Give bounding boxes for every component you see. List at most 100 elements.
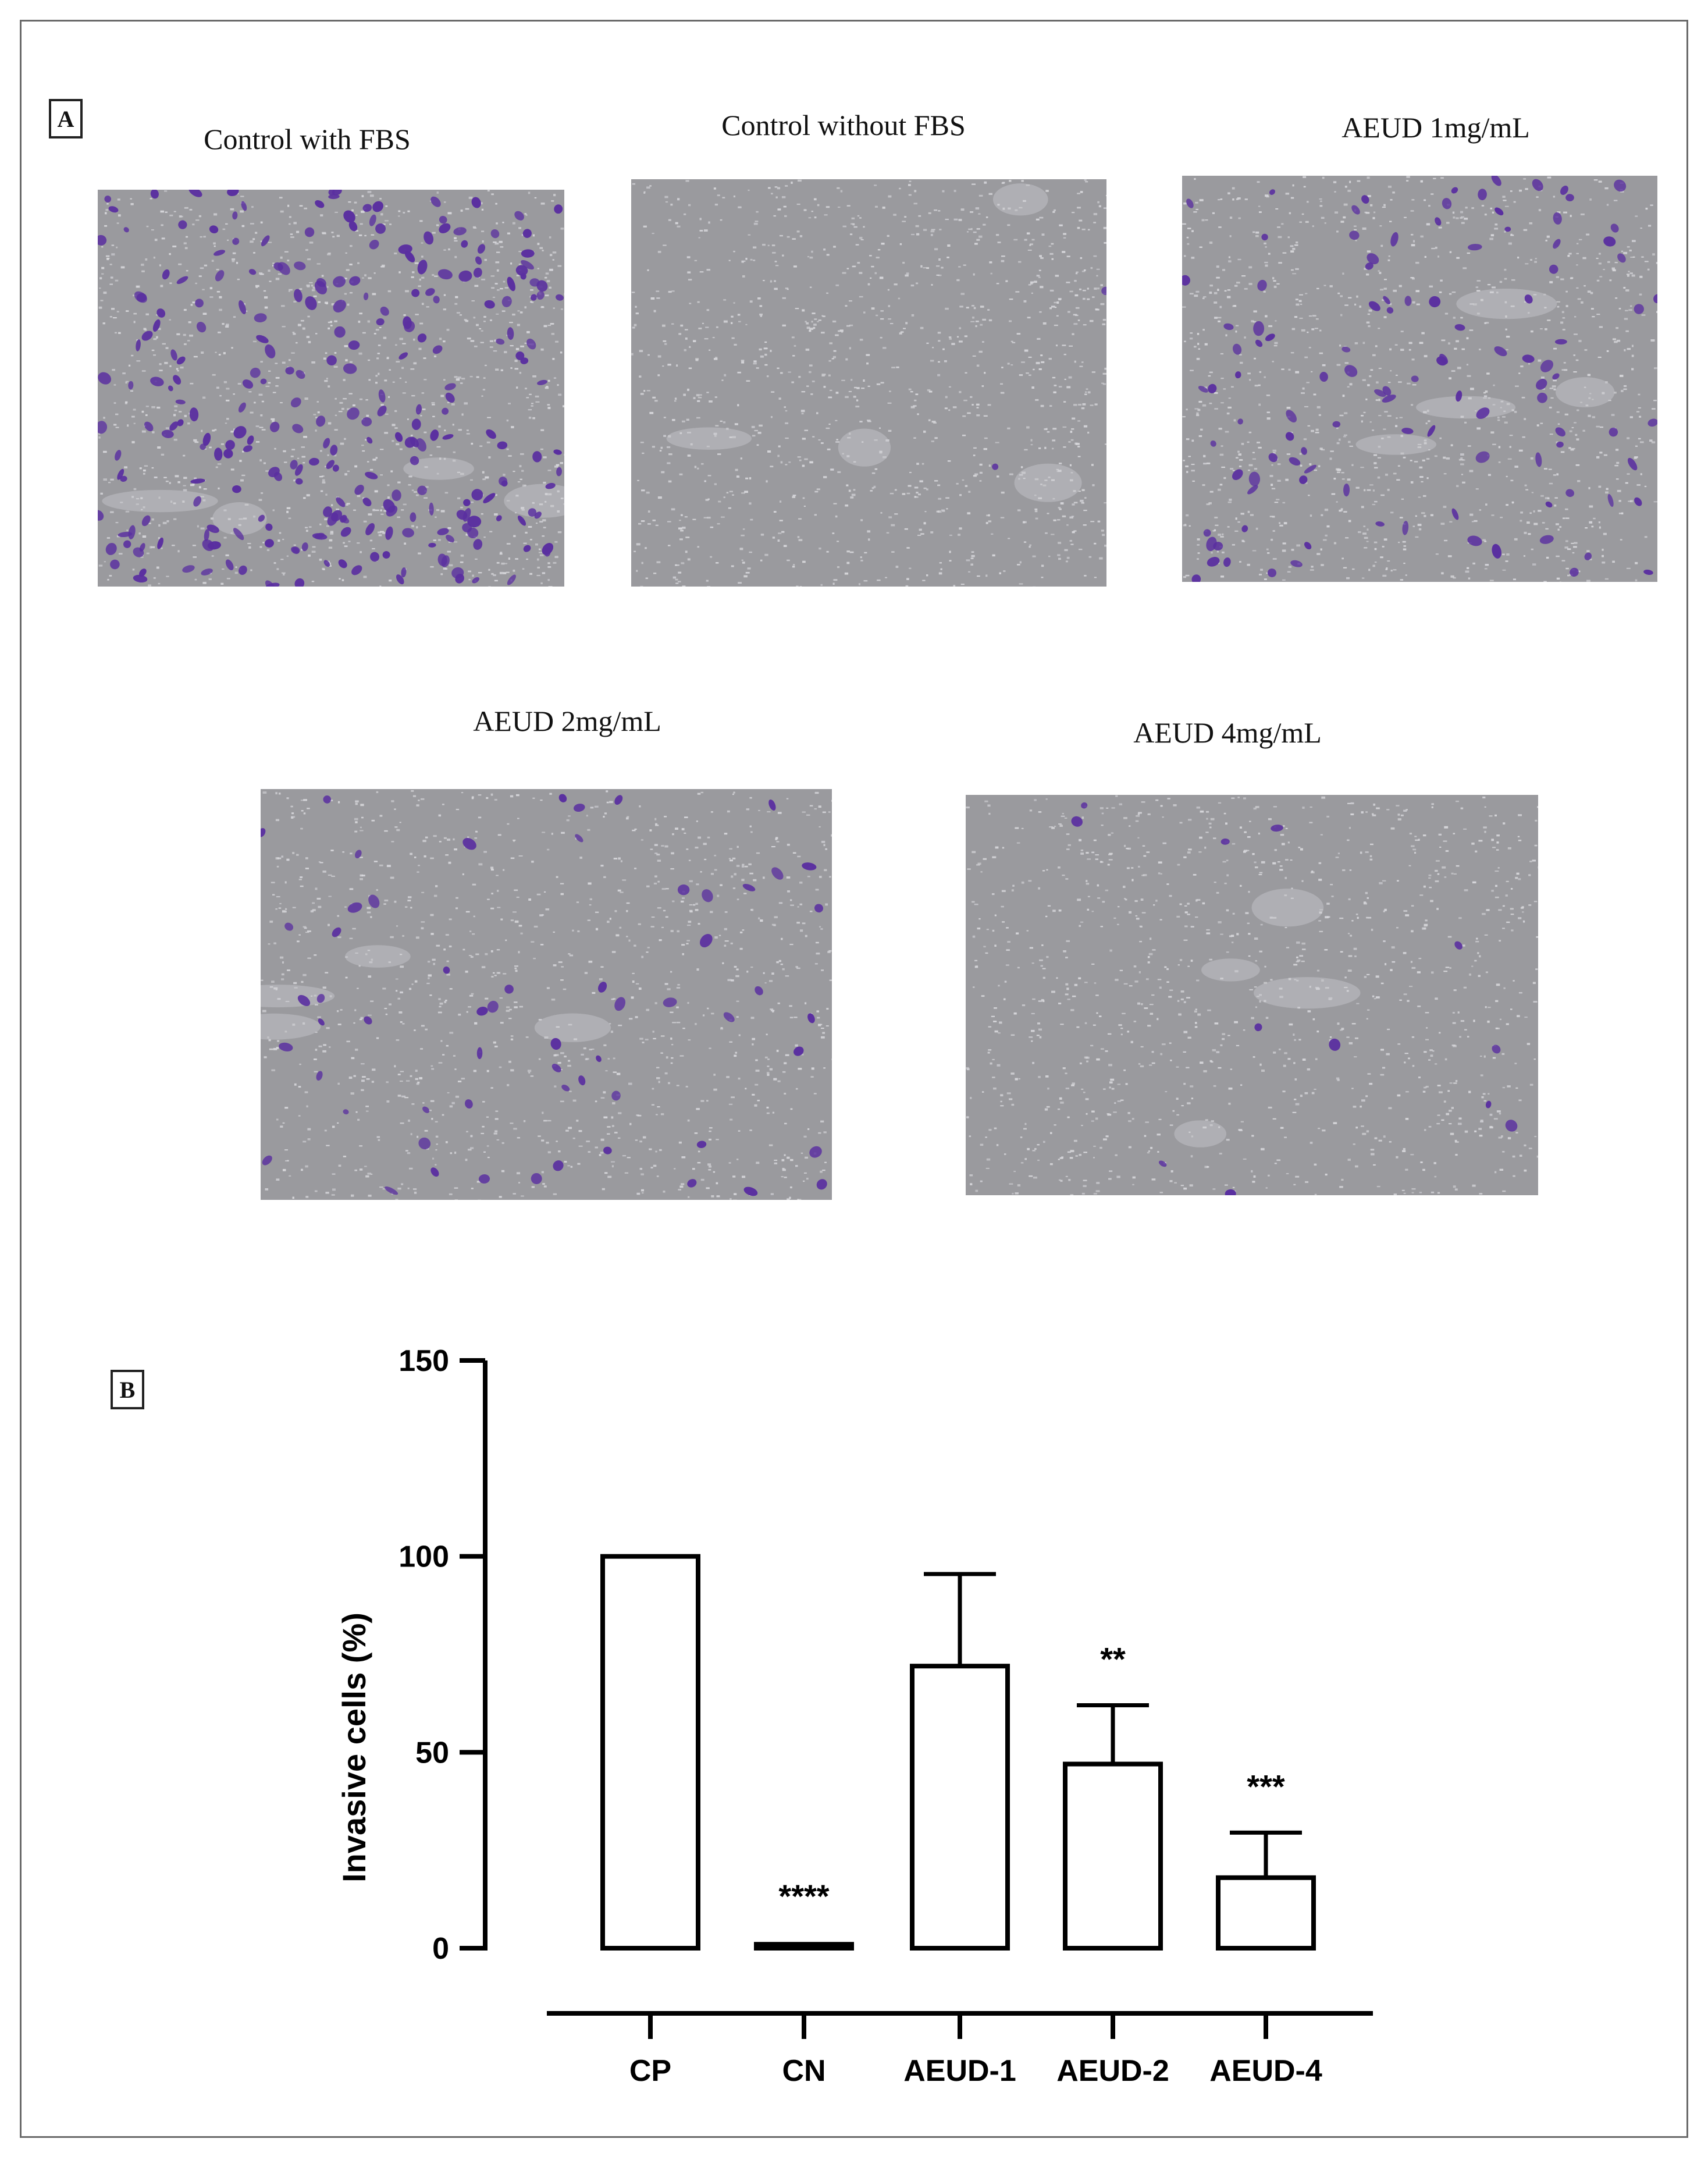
stained-cell — [1535, 452, 1542, 467]
stained-cell — [1610, 223, 1619, 233]
stained-cell — [992, 463, 999, 470]
stained-cell — [98, 372, 112, 385]
stained-cell — [1261, 233, 1268, 241]
stained-cell — [161, 429, 174, 438]
stained-cell — [802, 862, 817, 871]
stained-cell — [1382, 386, 1392, 396]
stained-cell — [429, 502, 434, 516]
stained-cell — [225, 440, 235, 450]
stained-cell — [1532, 179, 1543, 191]
stained-cell — [517, 515, 526, 526]
stained-cell — [340, 516, 350, 524]
stained-cell — [528, 508, 537, 517]
stained-cell — [442, 407, 449, 415]
panel-a-label: A — [49, 99, 83, 138]
stained-cell — [355, 850, 362, 859]
stained-cell — [1332, 421, 1341, 428]
stained-cell — [292, 424, 304, 434]
stained-cell — [1237, 418, 1243, 425]
stained-cell — [1210, 440, 1216, 447]
stained-cell — [529, 278, 540, 287]
stained-cell — [475, 256, 482, 265]
stained-cell — [402, 528, 414, 538]
stained-cell — [1267, 569, 1277, 577]
micrograph-aeud-2 — [261, 789, 832, 1200]
stained-cell — [265, 523, 273, 531]
stained-cell — [465, 1099, 473, 1109]
stained-cell — [173, 375, 182, 385]
micrograph-control-with-fbs — [98, 190, 564, 587]
stained-cell — [445, 392, 455, 403]
stained-cell — [176, 356, 186, 365]
stained-cell — [1555, 427, 1565, 437]
stained-cell — [117, 468, 124, 480]
stained-cell — [294, 261, 306, 271]
stained-cell — [295, 478, 303, 485]
stained-cell — [238, 402, 246, 413]
bar-aeud-2 — [1063, 1761, 1163, 1951]
stained-cell — [1402, 521, 1409, 535]
stained-cell — [611, 1090, 621, 1101]
stained-cell — [162, 269, 170, 280]
stained-cell — [326, 460, 335, 469]
stained-cell — [521, 249, 535, 258]
stained-cell — [614, 997, 626, 1011]
stained-cell — [755, 986, 763, 996]
stained-cell — [1504, 226, 1511, 232]
stained-cell — [422, 1106, 430, 1113]
stained-cell — [1560, 186, 1568, 195]
stained-cell — [261, 828, 266, 837]
stained-cell — [1232, 469, 1243, 480]
stained-cell — [1554, 339, 1567, 344]
stained-cell — [343, 210, 355, 223]
stained-cell — [195, 299, 204, 308]
stained-cell — [1208, 383, 1217, 393]
stained-cell — [318, 1018, 325, 1026]
stained-cell — [1454, 324, 1465, 331]
stained-cell — [401, 567, 407, 578]
stained-cell — [168, 385, 173, 392]
stained-cell — [123, 540, 131, 548]
stained-cell — [1429, 296, 1441, 308]
stained-cell — [603, 1146, 612, 1154]
stained-cell — [204, 529, 209, 542]
stained-cell — [150, 376, 164, 386]
stained-cell — [743, 1186, 758, 1196]
stained-cell — [369, 240, 379, 250]
stained-cell — [487, 1000, 499, 1013]
stained-cell — [347, 407, 360, 420]
caption-aeud-1: AEUD 1mg/mL — [1342, 111, 1530, 144]
stained-cell — [308, 457, 319, 466]
stained-cell — [1255, 339, 1263, 347]
stained-cell — [343, 363, 357, 374]
stained-cell — [290, 397, 301, 408]
stained-cell — [1643, 569, 1653, 575]
stained-cell — [370, 552, 380, 562]
stained-cell — [201, 569, 213, 575]
stained-cell — [133, 574, 148, 583]
stained-cell — [128, 381, 134, 390]
stained-cell — [269, 421, 280, 432]
stained-cell — [196, 322, 207, 333]
stained-cell — [1467, 535, 1482, 546]
y-axis-label: Invasive cells (%) — [336, 1612, 372, 1882]
x-tick-label: AEUD-4 — [1209, 2054, 1322, 2088]
stained-cell — [1207, 557, 1220, 567]
stained-cell — [385, 1186, 398, 1195]
stained-cell — [380, 306, 389, 316]
stained-cell — [437, 269, 453, 280]
stained-cell — [520, 357, 529, 364]
stained-cell — [382, 551, 390, 559]
x-tick-label: AEUD-1 — [903, 2054, 1016, 2088]
stained-cell — [432, 345, 443, 354]
stained-cell — [483, 493, 496, 503]
stained-cell — [369, 214, 376, 226]
micrograph-control-without-fbs — [631, 179, 1106, 587]
stained-cell — [316, 994, 325, 1003]
stained-cell — [430, 1167, 439, 1177]
stained-cell — [501, 296, 512, 307]
stained-cell — [425, 288, 435, 296]
significance-label: ** — [1100, 1641, 1126, 1678]
stained-cell — [410, 512, 417, 522]
stained-cell — [1536, 379, 1547, 390]
